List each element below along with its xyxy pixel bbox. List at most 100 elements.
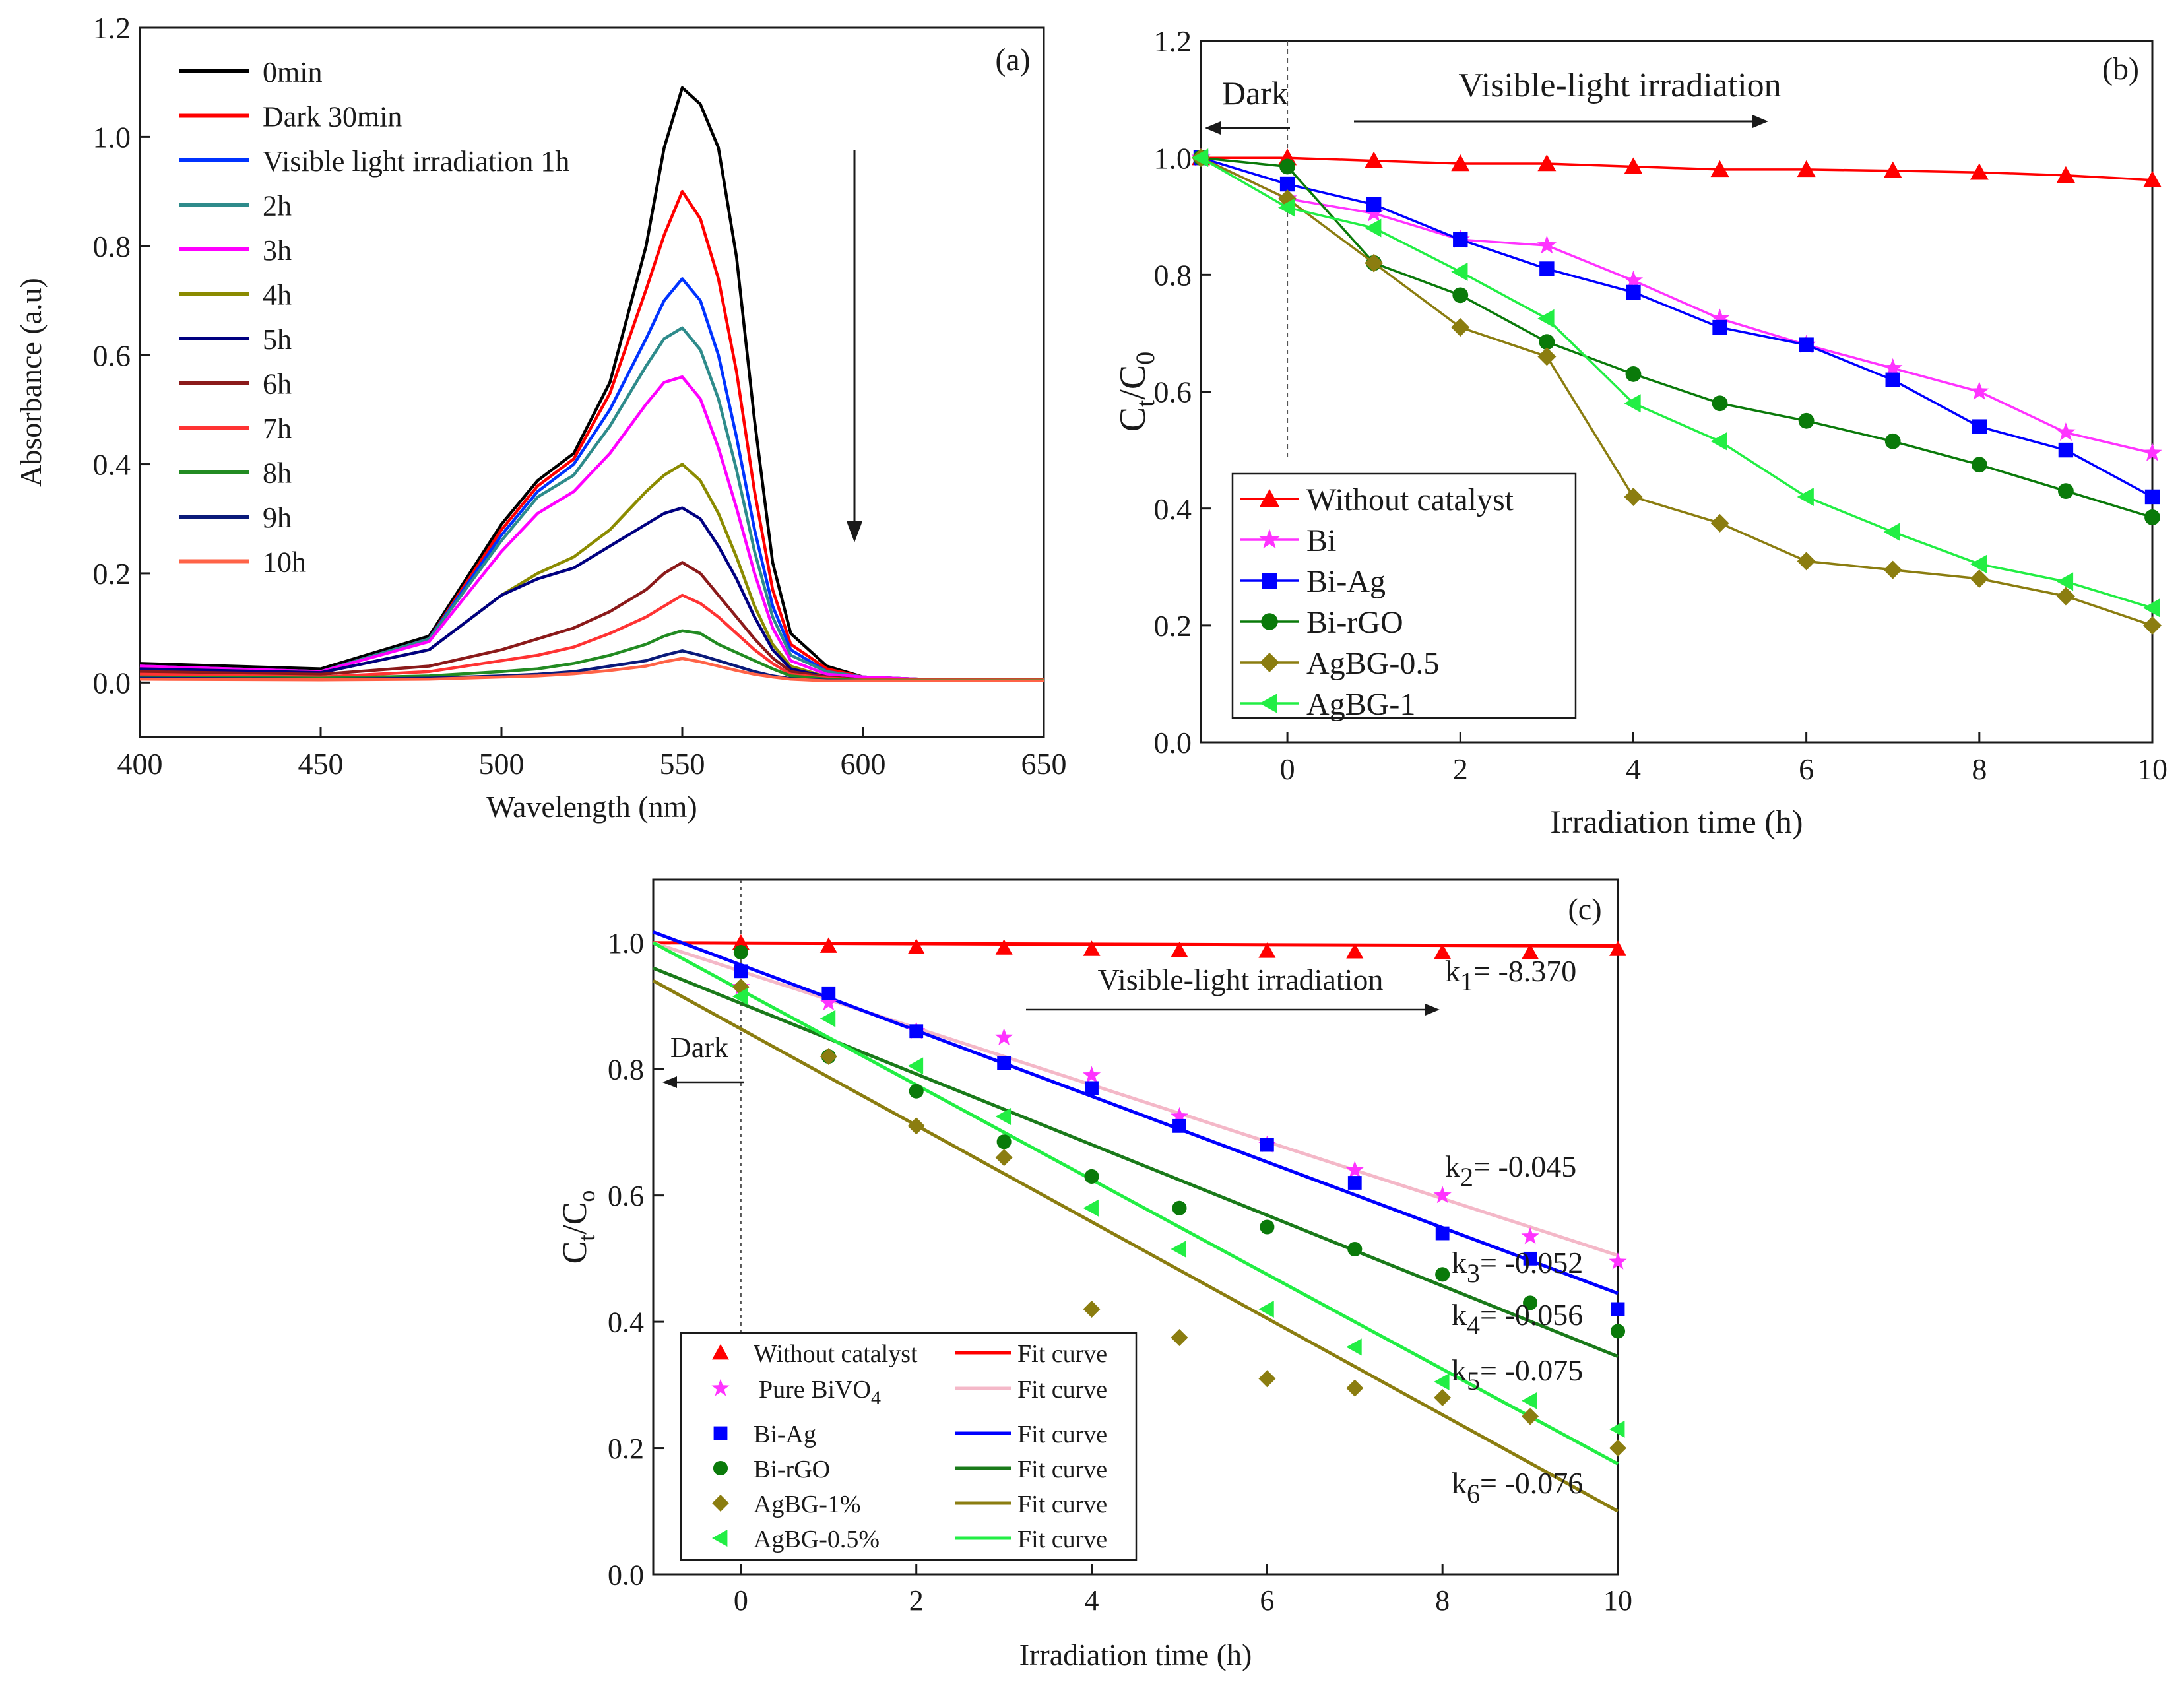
data-point — [1626, 284, 1641, 300]
data-point — [1609, 1252, 1627, 1270]
y-axis-label-part: /C — [556, 1202, 594, 1235]
data-point — [1085, 1081, 1099, 1095]
data-point — [1609, 940, 1626, 956]
data-point — [733, 945, 748, 960]
y-axis-label-part: /C — [1112, 365, 1153, 400]
data-point — [1799, 337, 1814, 352]
legend-fit-label: Fit curve — [1017, 1526, 1107, 1553]
legend-label: 3h — [263, 234, 292, 267]
legend-fit-label: Fit curve — [1017, 1376, 1107, 1404]
fit-line — [653, 930, 1619, 1295]
data-point — [1435, 1267, 1450, 1282]
legend-box — [680, 1332, 1138, 1561]
y-tick-label: 0.2 — [1154, 609, 1192, 643]
data-point — [2144, 489, 2160, 505]
y-tick-label: 1.2 — [1154, 24, 1192, 58]
legend-fit-label: Fit curve — [1017, 1491, 1107, 1518]
y-tick-label: 0.4 — [1154, 492, 1192, 526]
data-point — [1260, 1138, 1274, 1152]
legend-fit-label: Fit curve — [1017, 1421, 1107, 1448]
data-point — [1624, 394, 1641, 413]
rate-constant-label: k1= -8.370 — [1445, 954, 1576, 996]
data-point — [1434, 1373, 1450, 1391]
legend-label: 5h — [263, 323, 292, 356]
series-line — [1201, 156, 2153, 181]
data-point — [1434, 1388, 1452, 1406]
data-point — [1623, 270, 1644, 289]
y-tick-label: 1.0 — [1154, 141, 1192, 175]
rate-constant-label: k2= -0.045 — [1445, 1149, 1576, 1192]
rate-k-value: = -8.370 — [1473, 954, 1576, 988]
rate-constant-label: k4= -0.056 — [1452, 1298, 1583, 1340]
legend-marker — [1260, 653, 1279, 672]
spectrum-curve — [139, 86, 1044, 682]
rate-k-subscript: 4 — [1467, 1310, 1480, 1340]
data-point — [1537, 235, 1557, 254]
dark-label: Dark — [1222, 75, 1288, 112]
data-point — [1347, 1241, 1363, 1257]
data-point — [819, 993, 838, 1011]
data-point — [2142, 443, 2162, 461]
panel-label: (b) — [2102, 51, 2139, 86]
rate-k: k — [1452, 1246, 1467, 1279]
legend-label: Bi-Ag — [754, 1421, 816, 1448]
data-point — [2056, 587, 2075, 606]
data-point — [1346, 943, 1364, 959]
data-point — [1712, 395, 1728, 412]
data-point — [2058, 483, 2074, 499]
rate-constant-label: k3= -0.052 — [1452, 1246, 1583, 1288]
data-point — [1364, 203, 1384, 222]
data-point — [1083, 940, 1101, 956]
x-tick-label: 500 — [479, 747, 525, 781]
data-point — [1192, 148, 1209, 168]
y-tick-label: 0.8 — [93, 230, 131, 263]
rate-k-subscript: 1 — [1460, 967, 1473, 996]
data-point — [1710, 432, 1727, 451]
data-point — [1712, 319, 1727, 335]
data-point — [2144, 509, 2160, 525]
data-point — [1434, 944, 1452, 959]
data-point — [1798, 412, 1815, 429]
data-point — [2143, 170, 2162, 188]
legend-marker — [1260, 489, 1279, 507]
legend-marker — [713, 1426, 728, 1440]
data-point — [1883, 560, 1902, 579]
legend-marker — [1261, 613, 1278, 630]
x-tick-label: 4 — [1085, 1584, 1099, 1617]
data-point — [1609, 1439, 1626, 1457]
data-point — [1710, 513, 1729, 533]
y-tick-label: 0.6 — [1154, 375, 1192, 409]
legend-fit-label: Fit curve — [1017, 1456, 1107, 1483]
data-point — [1170, 1107, 1189, 1124]
legend-marker — [712, 1344, 729, 1360]
legend-label: 4h — [263, 279, 292, 311]
y-tick-label: 1.2 — [93, 11, 131, 45]
y-axis-label-part: t — [1130, 400, 1160, 407]
rate-constant-label: k6= -0.076 — [1452, 1466, 1583, 1508]
y-tick-label: 0.8 — [608, 1054, 644, 1086]
legend-label-main: Pure BiVO — [759, 1376, 871, 1404]
panel-label: (c) — [1568, 892, 1601, 926]
data-point — [995, 939, 1013, 955]
down-arrow-head — [847, 521, 862, 542]
legend-label: 0min — [263, 56, 322, 88]
data-point — [1970, 163, 1989, 180]
data-point — [1624, 487, 1643, 506]
y-axis-label-part: C — [1112, 407, 1153, 432]
y-axis-label: Ct/Co — [556, 1190, 600, 1264]
data-point — [1451, 318, 1470, 337]
x-axis-label: Irradiation time (h) — [1019, 1638, 1252, 1671]
legend-marker — [713, 1460, 728, 1476]
rate-constant-label: k5= -0.075 — [1452, 1353, 1583, 1396]
legend-marker — [712, 1530, 728, 1547]
y-tick-label: 0.6 — [608, 1180, 644, 1212]
x-tick-label: 8 — [1972, 752, 1987, 786]
data-point — [907, 938, 925, 954]
data-point — [821, 986, 836, 1000]
data-point — [907, 1117, 925, 1135]
data-point — [995, 1028, 1013, 1045]
series-line — [1200, 156, 2153, 498]
legend-label: 10h — [263, 546, 306, 579]
data-point — [734, 964, 748, 979]
data-point — [1345, 1161, 1364, 1178]
